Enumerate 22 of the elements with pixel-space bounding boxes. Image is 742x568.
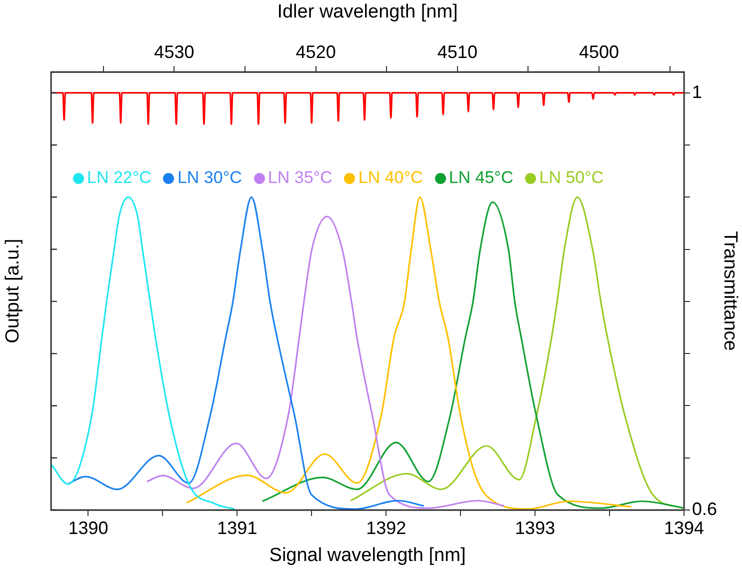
x2-axis-title: Idler wavelength [nm]	[277, 2, 458, 23]
x-axis-title: Signal wavelength [nm]	[269, 544, 466, 566]
legend-label: LN 35°C	[268, 168, 332, 188]
y2-tick-label: 0.6	[692, 498, 718, 519]
legend-label: LN 40°C	[358, 168, 423, 188]
x-tick-label: 1394	[664, 518, 704, 538]
x2-tick-label: 4500	[579, 42, 620, 62]
line-series	[51, 92, 684, 125]
x2-tick-label: 4530	[154, 42, 194, 62]
x2-tick-label: 4510	[437, 42, 478, 62]
x-tick-label: 1392	[366, 518, 406, 538]
legend-label: LN 45°C	[448, 168, 514, 188]
x-tick-label: 1391	[217, 518, 258, 538]
legend-label: LN 22°C	[87, 168, 152, 188]
legend-label: LN 50°C	[539, 168, 604, 188]
y2-tick-label: 1	[692, 82, 702, 102]
x-tick-label: 1390	[68, 518, 108, 538]
y2-axis-title: Transmittance	[719, 231, 740, 351]
x-tick-label: 1393	[515, 518, 556, 538]
legend-label: LN 30°C	[177, 168, 242, 188]
y-axis-title: Output [a.u.]	[2, 238, 24, 344]
x2-tick-label: 4520	[296, 42, 336, 62]
